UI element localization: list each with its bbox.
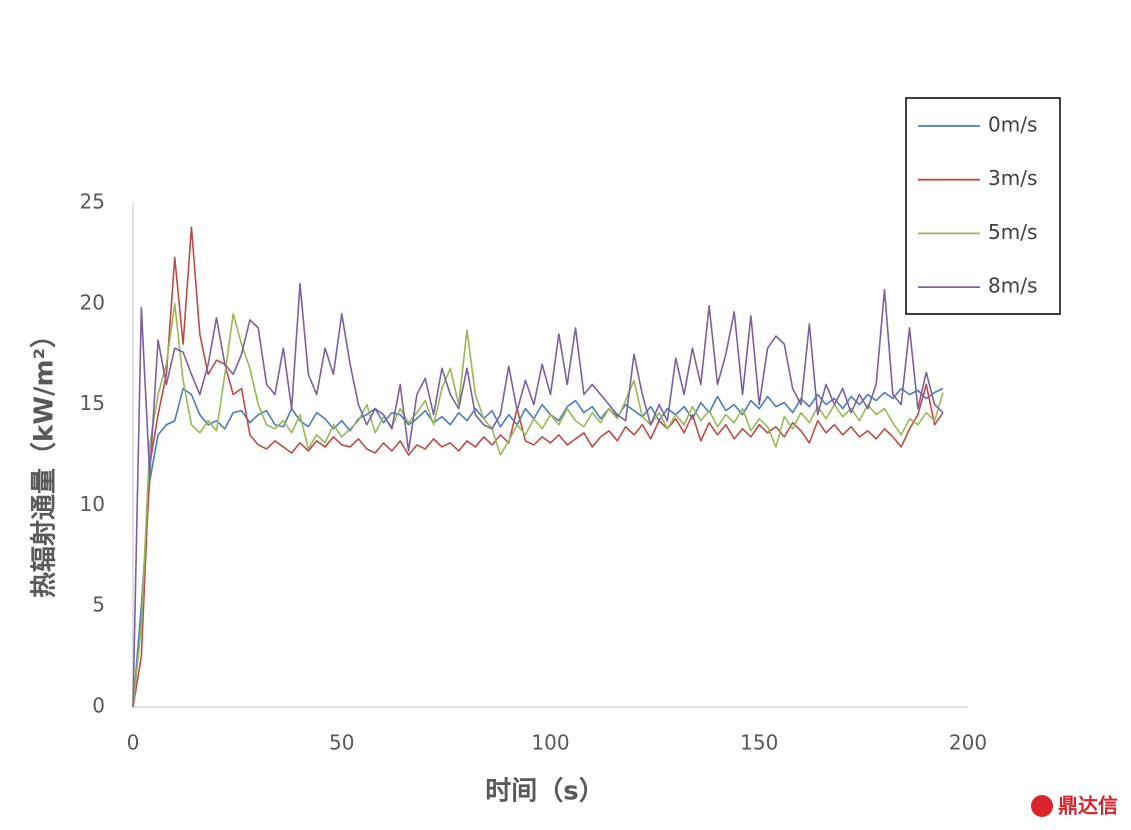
y-axis-title: 热辐射通量（kW/m²） xyxy=(30,322,60,598)
x-tick-label: 0 xyxy=(127,731,140,755)
x-axis-title: 时间（s） xyxy=(485,777,604,807)
y-tick-label: 15 xyxy=(80,391,105,415)
x-tick-label: 200 xyxy=(949,731,987,755)
legend-label: 0m/s xyxy=(988,113,1037,137)
y-tick-label: 20 xyxy=(80,290,105,314)
legend-label: 8m/s xyxy=(988,274,1037,298)
x-tick-label: 150 xyxy=(740,731,778,755)
y-tick-label: 5 xyxy=(92,593,105,617)
series-line xyxy=(132,226,944,708)
y-tick-label: 0 xyxy=(92,694,105,718)
series-line xyxy=(132,387,944,708)
x-tick-label: 50 xyxy=(329,731,354,755)
y-tick-label: 10 xyxy=(80,492,105,516)
watermark: 鼎达信 xyxy=(1058,794,1118,818)
x-tick-label: 100 xyxy=(531,731,569,755)
y-tick-label: 25 xyxy=(80,190,105,214)
series-line xyxy=(132,303,944,708)
legend-label: 5m/s xyxy=(988,220,1037,244)
legend-box xyxy=(905,97,1061,315)
series-line xyxy=(132,282,944,708)
legend-label: 3m/s xyxy=(988,166,1037,190)
watermark-logo xyxy=(1031,795,1053,817)
